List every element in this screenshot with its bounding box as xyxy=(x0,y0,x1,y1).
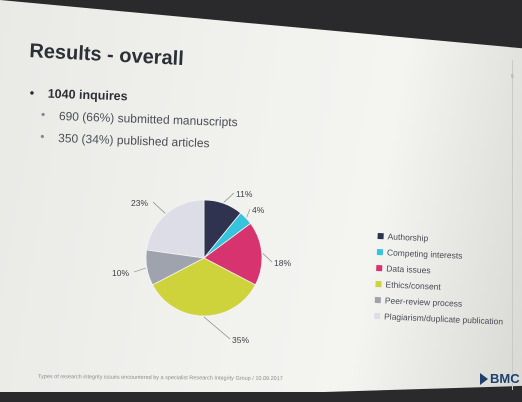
legend-swatch xyxy=(375,280,382,288)
legend-swatch xyxy=(377,232,384,240)
pie-leader-line xyxy=(262,253,273,263)
pie-slice-ethics-consent xyxy=(152,257,256,317)
pie-leader-line xyxy=(203,316,231,340)
screen-bottom-edge xyxy=(0,392,522,402)
legend-label: Peer-review process xyxy=(384,295,463,309)
chart-legend: Authorship Competing interests Data issues… xyxy=(374,228,507,330)
pie-leader-line xyxy=(246,208,251,218)
legend-swatch xyxy=(376,264,383,272)
bmc-logo-text: BMC xyxy=(490,371,520,386)
legend-label: Competing interests xyxy=(386,247,463,261)
pie-leader-line xyxy=(152,201,166,214)
pie-data-label: 23% xyxy=(131,198,148,208)
pie-leader-line xyxy=(223,192,235,203)
legend-label: Plagiarism/duplicate publication xyxy=(383,311,504,327)
pie-leader-line xyxy=(133,267,146,273)
pie-data-label: 10% xyxy=(112,268,129,278)
pie-data-label: 4% xyxy=(252,205,265,215)
legend-label: Authorship xyxy=(387,231,429,244)
slide-number: 5 xyxy=(511,74,514,80)
pie-slice-plagiarism-duplicate-publication xyxy=(146,199,205,259)
legend-swatch xyxy=(376,248,384,256)
pie-data-label: 11% xyxy=(236,189,253,199)
pie-data-label: 35% xyxy=(232,335,249,345)
slide-right-edge xyxy=(512,60,513,390)
legend-swatch xyxy=(374,296,381,304)
bmc-logo-icon xyxy=(480,372,488,385)
pie-data-label: 18% xyxy=(274,258,291,268)
legend-label: Ethics/consent xyxy=(385,279,441,292)
pie-slice-data-issues xyxy=(203,222,263,286)
bmc-logo: BMC xyxy=(480,371,520,386)
legend-swatch xyxy=(374,312,381,320)
legend-label: Data issues xyxy=(386,263,431,276)
